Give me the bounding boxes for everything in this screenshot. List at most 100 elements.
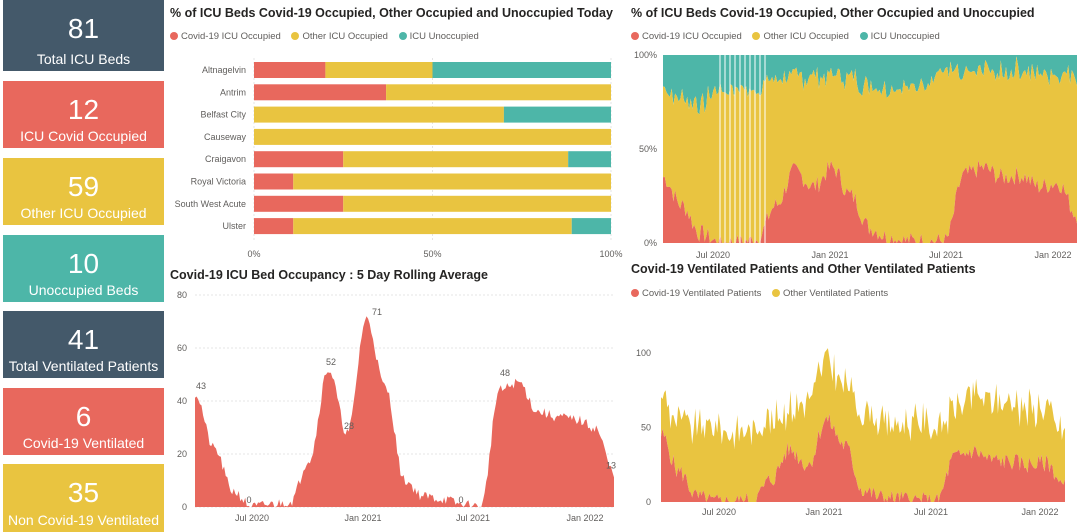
chart-rolling-average-area[interactable]: 0 20 40 60 80 Jul 2020 Jan 2021 Jul 2021 Jan 202…: [165, 285, 620, 532]
legend-item[interactable]: Covid-19 ICU Occupied: [170, 31, 281, 42]
legend-dot-unoccupied: [859, 32, 868, 40]
y-tick-label: 0: [646, 497, 651, 507]
kpi-non-covid-ventilated[interactable]: 35 Non Covid-19 Ventilated: [3, 464, 164, 532]
kpi-label: Total ICU Beds: [36, 51, 131, 67]
y-tick-label: South West Acute: [175, 199, 246, 209]
legend-item[interactable]: ICU Unoccupied: [859, 31, 940, 42]
bar-segment: [293, 173, 611, 190]
data-label: 13: [606, 461, 616, 471]
chart-title-ventilated: Covid-19 Ventilated Patients and Other V…: [631, 262, 976, 276]
bar-segment: [568, 151, 611, 168]
x-tick-label: Jan 2022: [566, 513, 603, 523]
y-tick-label: Altnagelvin: [202, 65, 246, 75]
kpi-value: 81: [67, 13, 100, 44]
legend-icu-history: Covid-19 ICU Occupied Other ICU Occupied…: [631, 31, 948, 42]
y-tick-label: 60: [177, 343, 187, 353]
legend-item[interactable]: ICU Unoccupied: [398, 31, 479, 42]
data-label: 28: [344, 421, 354, 431]
bar-segment: [571, 218, 611, 235]
y-tick-label: 20: [177, 449, 187, 459]
legend-item[interactable]: Other ICU Occupied: [752, 31, 849, 42]
area-other-ventilated: [661, 348, 1065, 502]
legend-dot-other: [291, 32, 300, 40]
bar-segment: [325, 62, 433, 78]
y-tick-label: 0: [182, 502, 187, 512]
bar-segment: [254, 128, 611, 145]
bar-segment: [343, 151, 569, 168]
x-tick-label: Jul 2021: [914, 507, 948, 517]
bar-segment: [254, 218, 294, 235]
legend-label: Covid-19 ICU Occupied: [642, 31, 742, 42]
area-covid-ventilated: [661, 413, 1065, 502]
bar-segment: [254, 84, 387, 101]
legend-item[interactable]: Other ICU Occupied: [291, 31, 388, 42]
x-tick-label: Jan 2021: [811, 250, 848, 260]
legend-label: ICU Unoccupied: [409, 31, 479, 42]
kpi-other-icu-occupied[interactable]: 59 Other ICU Occupied: [3, 158, 164, 225]
y-tick-label: 40: [177, 396, 187, 406]
bar-segment: [293, 218, 572, 235]
chart-title-icu-today: % of ICU Beds Covid-19 Occupied, Other O…: [170, 6, 613, 20]
y-tick-label: Belfast City: [200, 110, 246, 120]
kpi-value: 10: [67, 248, 100, 279]
data-label: 0: [246, 495, 251, 505]
y-tick-label: Antrim: [220, 87, 246, 97]
x-tick-label: 50%: [423, 249, 441, 259]
y-tick-label: Ulster: [222, 221, 246, 231]
x-tick-label: Jan 2022: [1034, 250, 1071, 260]
kpi-label: Non Covid-19 Ventilated: [8, 512, 159, 528]
legend-dot-other: [772, 289, 780, 297]
x-tick-label: Jul 2020: [696, 250, 730, 260]
kpi-covid-ventilated[interactable]: 6 Covid-19 Ventilated: [3, 388, 164, 455]
kpi-unoccupied-beds[interactable]: 10 Unoccupied Beds: [3, 235, 164, 302]
kpi-total-icu-beds[interactable]: 81 Total ICU Beds: [3, 0, 164, 71]
chart-title-icu-history: % of ICU Beds Covid-19 Occupied, Other O…: [631, 6, 1035, 20]
chart-title-rolling-average: Covid-19 ICU Bed Occupancy : 5 Day Rolli…: [170, 268, 488, 282]
legend-dot-covid: [631, 32, 639, 40]
bar-segment: [343, 195, 611, 212]
data-label: 43: [196, 381, 206, 391]
legend-dot-unoccupied: [398, 32, 407, 40]
kpi-label: ICU Covid Occupied: [20, 128, 147, 144]
chart-icu-history-area[interactable]: 0% 50% 100% Jul 2020 Jan 2021 Jul 2021 Jan 202…: [625, 45, 1077, 265]
bar-segment: [254, 151, 344, 168]
kpi-label: Total Ventilated Patients: [8, 358, 159, 374]
kpi-icu-covid-occupied[interactable]: 12 ICU Covid Occupied: [3, 81, 164, 148]
kpi-value: 41: [67, 324, 100, 355]
y-tick-label: 50%: [639, 144, 657, 154]
y-tick-label: Craigavon: [205, 154, 246, 164]
legend-item[interactable]: Covid-19 ICU Occupied: [631, 31, 742, 42]
kpi-total-ventilated-patients[interactable]: 41 Total Ventilated Patients: [3, 311, 164, 378]
kpi-label: Unoccupied Beds: [28, 282, 139, 298]
kpi-value: 6: [75, 401, 92, 432]
y-tick-label: 100%: [634, 50, 657, 60]
bar-segment: [386, 84, 611, 101]
legend-item[interactable]: Covid-19 Ventilated Patients: [631, 288, 761, 299]
bar-segment: [254, 195, 344, 212]
x-tick-label: 100%: [599, 249, 622, 259]
y-tick-label: Causeway: [204, 132, 247, 142]
legend-item[interactable]: Other Ventilated Patients: [772, 288, 888, 299]
kpi-label: Other ICU Occupied: [20, 205, 147, 221]
data-label: 71: [372, 307, 382, 317]
kpi-value: 35: [67, 477, 100, 508]
area-covid-rolling-average: [195, 316, 614, 507]
x-tick-label: Jul 2021: [456, 513, 490, 523]
x-tick-label: Jul 2020: [235, 513, 269, 523]
x-tick-label: Jan 2022: [1021, 507, 1058, 517]
area-icu-unoccupied: [663, 55, 1077, 115]
chart-icu-today-bars[interactable]: 0% 50% 100% Altnagelvin Antrim Belfast City Ca…: [165, 50, 625, 265]
x-tick-label: Jul 2021: [929, 250, 963, 260]
bar-segment: [254, 62, 326, 78]
kpi-value: 12: [67, 94, 100, 125]
legend-dot-covid: [170, 32, 178, 40]
y-tick-label: 100: [636, 348, 651, 358]
y-tick-label: 0%: [644, 238, 657, 248]
bar-segment: [254, 173, 294, 190]
chart-ventilated-area[interactable]: 0 50 100 Jul 2020 Jan 2021 Jul 2021 Jan 2022: [625, 330, 1077, 530]
bar-segment: [254, 106, 504, 123]
area-other-icu-occupied: [663, 56, 1077, 243]
legend-icu-today: Covid-19 ICU Occupied Other ICU Occupied…: [170, 31, 487, 42]
x-tick-label: Jul 2020: [702, 507, 736, 517]
legend-label: Covid-19 Ventilated Patients: [642, 288, 762, 299]
